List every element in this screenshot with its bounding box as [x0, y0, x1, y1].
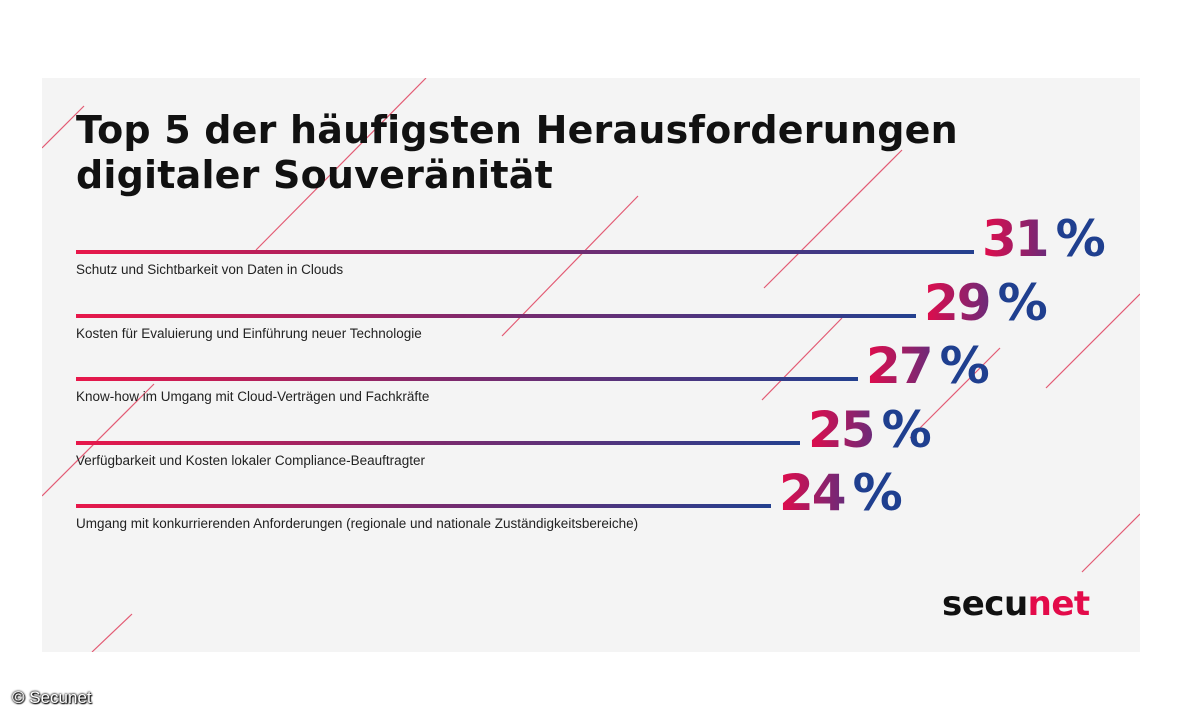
bar-category-label: Verfügbarkeit und Kosten lokaler Complia… — [76, 452, 425, 468]
bar-value-unit: % — [939, 337, 990, 395]
bar-line — [76, 313, 916, 318]
bar-value-unit: % — [881, 400, 932, 459]
bar-line — [76, 377, 858, 381]
bar-value: 27% — [866, 341, 990, 391]
bar-value-unit: % — [997, 273, 1048, 332]
bar-line — [76, 440, 800, 445]
bar-value-number: 29 — [924, 273, 992, 332]
bar-category-label: Umgang mit konkurrierenden Anforderungen… — [76, 516, 639, 531]
logo-part-secu: secu — [942, 584, 1028, 624]
decorative-diagonal-lines — [42, 78, 1140, 652]
bar-value-number: 27 — [866, 337, 934, 395]
infographic-card: Top 5 der häufigsten Herausforderungen d… — [42, 78, 1140, 652]
logo-part-net: net — [1027, 584, 1091, 624]
bar-line — [76, 250, 974, 254]
bar-value-number: 24 — [779, 464, 847, 522]
bar-value-unit: % — [1055, 210, 1106, 268]
chart-title: Top 5 der häufigsten Herausforderungen d… — [76, 108, 958, 198]
chart-title-line-1: Top 5 der häufigsten Herausforderungen — [76, 108, 958, 152]
secunet-logo: secunet — [942, 584, 1090, 624]
bar-category-label: Kosten für Evaluierung und Einführung ne… — [76, 325, 422, 341]
bar-value: 31% — [982, 214, 1106, 264]
bar-value: 24% — [779, 468, 903, 518]
bar-category-label: Schutz und Sichtbarkeit von Daten in Clo… — [76, 262, 344, 277]
bar-value-number: 31 — [982, 210, 1050, 268]
bar-category-label: Know-how im Umgang mit Cloud-Verträgen u… — [76, 389, 430, 404]
image-credit: © Secunet — [12, 688, 92, 707]
chart-title-line-2: digitaler Souveränität — [76, 153, 553, 197]
bar-value: 25% — [808, 405, 932, 455]
bar-line — [76, 504, 771, 508]
bar-value-number: 25 — [808, 400, 876, 459]
bar-value-unit: % — [852, 464, 903, 522]
bar-value: 29% — [924, 278, 1048, 328]
